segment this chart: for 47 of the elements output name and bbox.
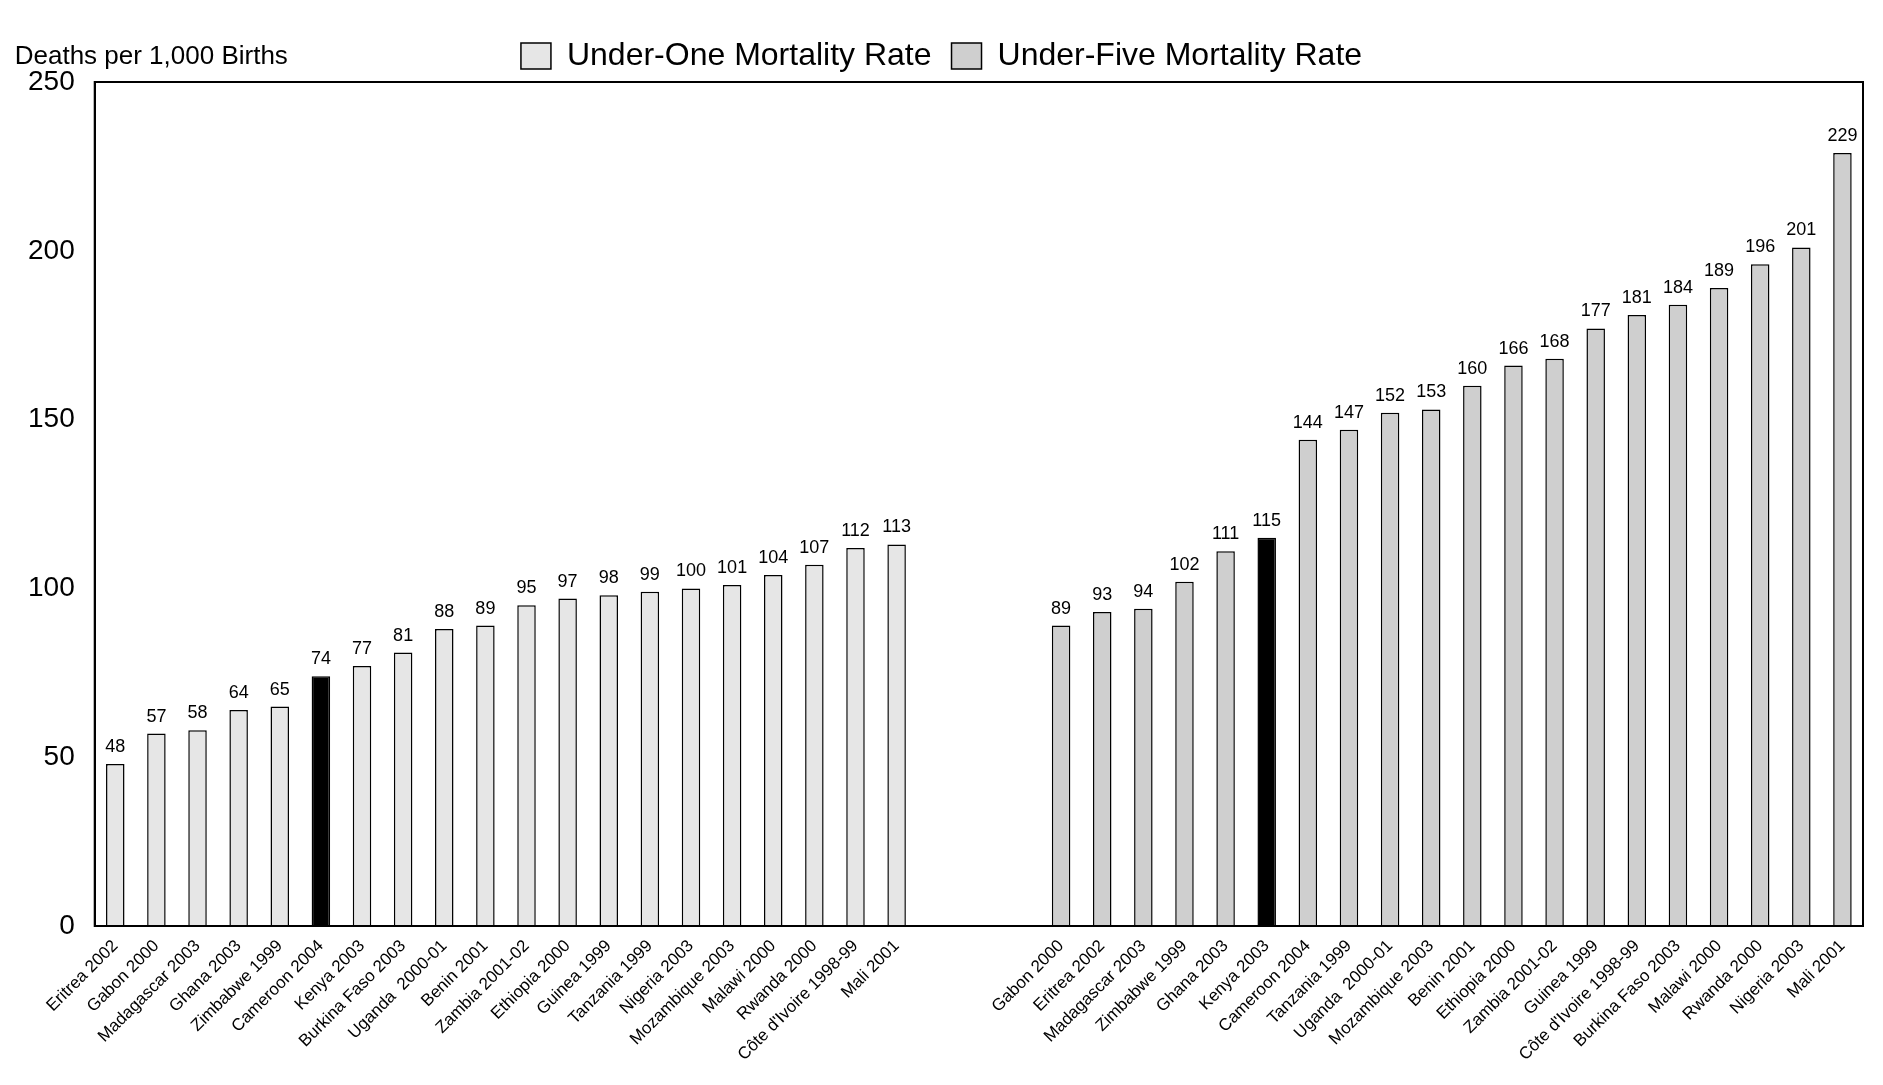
data-label: 95 — [516, 577, 537, 598]
data-label: 115 — [1252, 509, 1282, 530]
data-label: 98 — [598, 567, 619, 588]
data-label: 184 — [1662, 276, 1693, 297]
data-label: 94 — [1133, 580, 1154, 601]
data-label: 168 — [1539, 330, 1570, 351]
data-label: 152 — [1375, 384, 1406, 405]
data-label: 64 — [228, 681, 249, 702]
data-label: 107 — [799, 536, 830, 557]
data-label: 166 — [1498, 337, 1529, 358]
data-label: 104 — [758, 546, 789, 567]
y-tick-label: 150 — [28, 402, 75, 434]
data-label: 65 — [269, 678, 290, 699]
data-label: 196 — [1745, 236, 1776, 257]
data-label: 97 — [557, 570, 578, 591]
data-label: 57 — [146, 705, 167, 726]
data-label: 77 — [352, 638, 373, 659]
data-label: 153 — [1416, 381, 1447, 402]
data-label: 74 — [310, 648, 331, 669]
data-label: 113 — [882, 516, 911, 537]
data-label: 81 — [393, 624, 414, 645]
y-tick-label: 50 — [43, 739, 75, 771]
data-label: 144 — [1292, 411, 1323, 432]
data-label: 229 — [1827, 124, 1858, 145]
data-label: 102 — [1169, 553, 1200, 574]
data-label: 58 — [187, 702, 208, 723]
data-label: 101 — [717, 557, 748, 577]
data-label: 201 — [1786, 219, 1817, 240]
y-tick-label: 200 — [28, 233, 75, 265]
data-label: 99 — [639, 563, 660, 584]
data-label: 189 — [1704, 259, 1735, 280]
data-label: 89 — [1051, 597, 1072, 618]
data-label: 48 — [105, 735, 126, 756]
data-label: 112 — [841, 519, 870, 540]
data-label: 89 — [475, 597, 496, 618]
data-label: 147 — [1333, 401, 1364, 422]
legend-label: Under-One Mortality Rate — [566, 35, 932, 72]
y-tick-label: 100 — [28, 571, 75, 603]
data-label: 100 — [675, 560, 707, 581]
legend-label: Under-Five Mortality Rate — [997, 35, 1363, 72]
data-label: 93 — [1092, 584, 1113, 605]
data-label: 177 — [1580, 300, 1611, 321]
data-label: 181 — [1621, 286, 1652, 307]
data-label: 111 — [1211, 523, 1240, 544]
y-tick-label: 0 — [59, 908, 75, 940]
data-label: 160 — [1457, 357, 1488, 378]
data-label: 88 — [434, 600, 455, 621]
